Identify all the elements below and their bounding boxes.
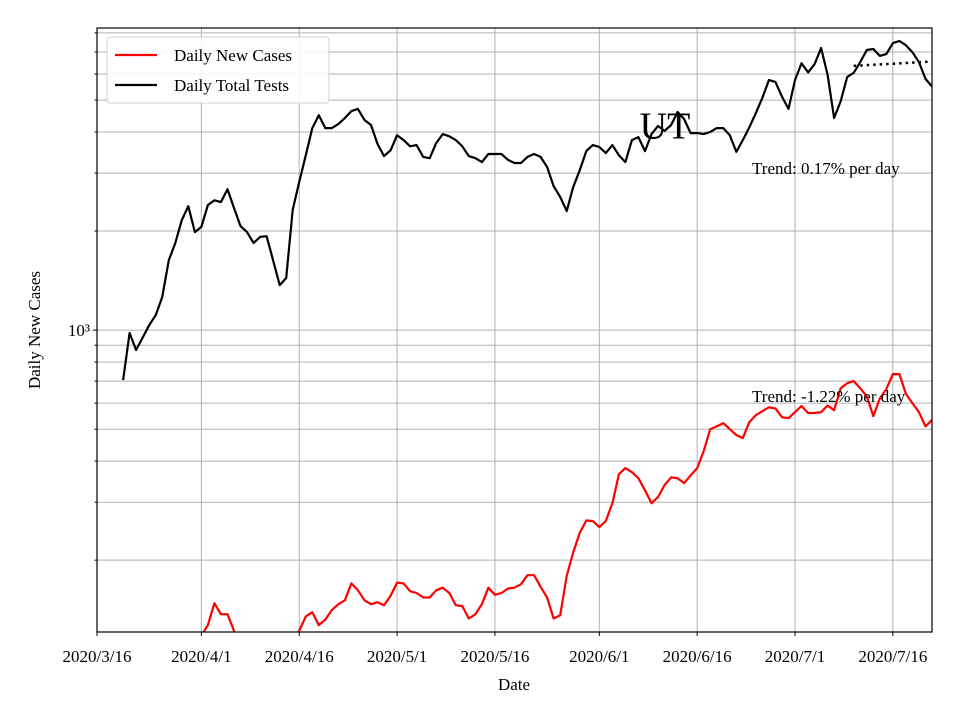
legend: Daily New Cases Daily Total Tests	[106, 36, 330, 104]
x-tick-label: 2020/7/16	[858, 647, 927, 666]
annotation: Trend: 0.17% per day	[752, 159, 900, 178]
x-tick-label: 2020/6/1	[569, 647, 629, 666]
plot-lines	[122, 39, 932, 632]
series-line	[202, 373, 932, 632]
legend-box	[106, 36, 330, 104]
x-tick-label: 2020/5/16	[460, 647, 529, 666]
trend-line	[853, 60, 932, 68]
chart-title: UT	[640, 106, 691, 148]
x-tick-label: 2020/7/1	[765, 647, 825, 666]
y-tick-label: 10³	[68, 321, 90, 340]
series-line	[122, 39, 932, 381]
legend-label: Daily Total Tests	[174, 76, 289, 95]
x-axis-label: Date	[498, 675, 530, 694]
annotation: Trend: -1.22% per day	[752, 387, 906, 406]
annotations: Trend: 0.17% per day Trend: -1.22% per da…	[752, 159, 906, 406]
x-tick-label: 2020/4/16	[265, 647, 334, 666]
grid	[93, 28, 932, 636]
x-tick-label: 2020/5/1	[367, 647, 427, 666]
x-tick-label: 2020/4/1	[171, 647, 231, 666]
legend-label: Daily New Cases	[174, 46, 292, 65]
y-axis-label: Daily New Cases	[25, 271, 44, 389]
plot-frame	[96, 27, 933, 633]
x-tick-label: 2020/6/16	[663, 647, 732, 666]
x-tick-label: 2020/3/16	[63, 647, 132, 666]
